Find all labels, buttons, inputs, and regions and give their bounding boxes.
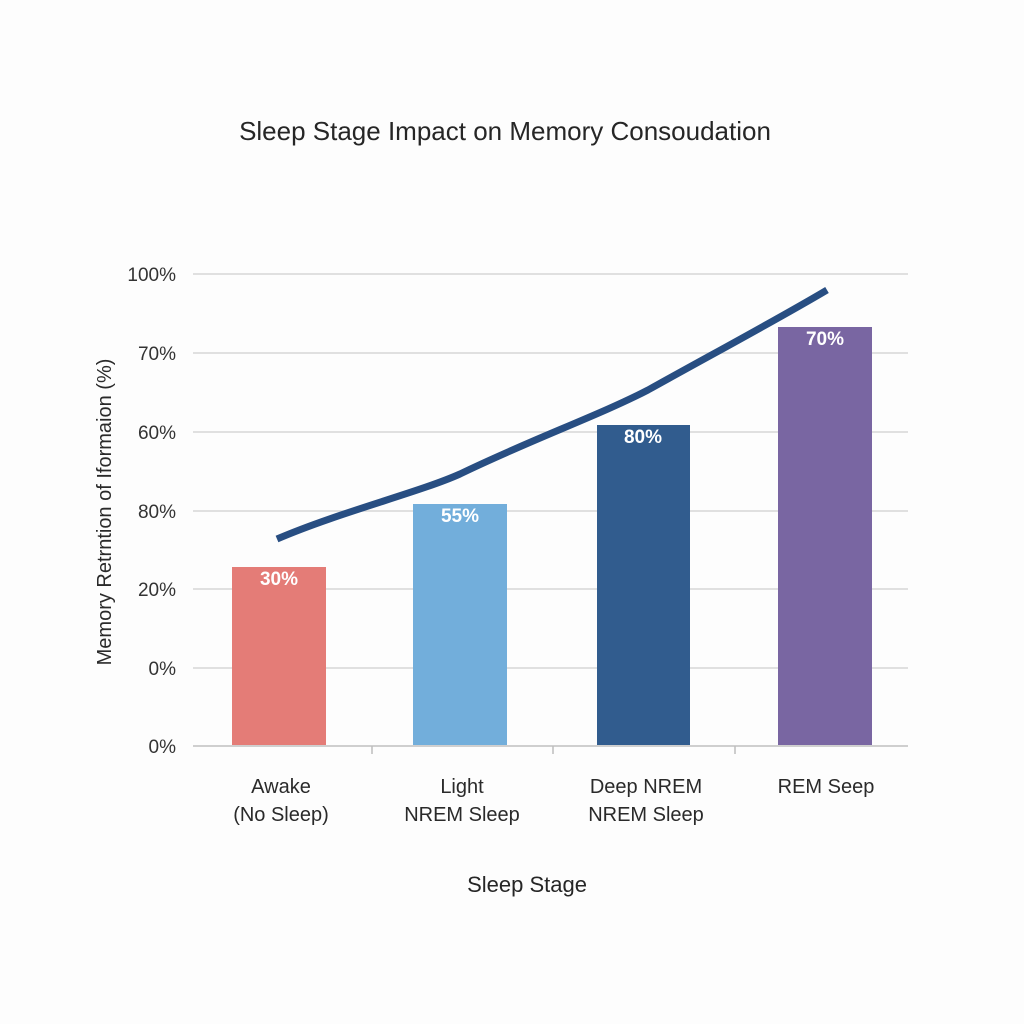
- bar-light-nrem: [413, 504, 507, 746]
- bar-deep-nrem: [597, 425, 690, 746]
- y-tick-label: 80%: [138, 502, 176, 523]
- bar-value-label: 55%: [441, 506, 479, 527]
- y-axis-label: Memory Retrntion of Iformaion (%): [94, 359, 116, 666]
- x-category-label-deep-nrem: Deep NREM NREM Sleep: [588, 776, 704, 826]
- y-tick-label: 70%: [138, 344, 176, 365]
- bar-value-label: 30%: [260, 569, 298, 590]
- x-category-label-awake: Awake (No Sleep): [233, 776, 329, 826]
- x-category-label-light-nrem: Light NREM Sleep: [404, 776, 520, 826]
- trend-line: [275, 286, 829, 543]
- x-category-label-rem: REM Seep: [777, 776, 875, 798]
- y-tick-label: 0%: [149, 737, 177, 758]
- chart-title: Sleep Stage Impact on Memory Consoudatio…: [239, 116, 771, 146]
- y-tick-label: 100%: [127, 265, 176, 286]
- bar-value-label: 80%: [624, 427, 662, 448]
- bar-awake: [232, 567, 326, 746]
- y-tick-label: 0%: [149, 659, 177, 680]
- bar-value-label: 70%: [806, 329, 844, 350]
- y-tick-label: 60%: [138, 423, 176, 444]
- x-axis-label: Sleep Stage: [467, 872, 587, 897]
- bar-rem: [778, 327, 872, 746]
- y-tick-label: 20%: [138, 580, 176, 601]
